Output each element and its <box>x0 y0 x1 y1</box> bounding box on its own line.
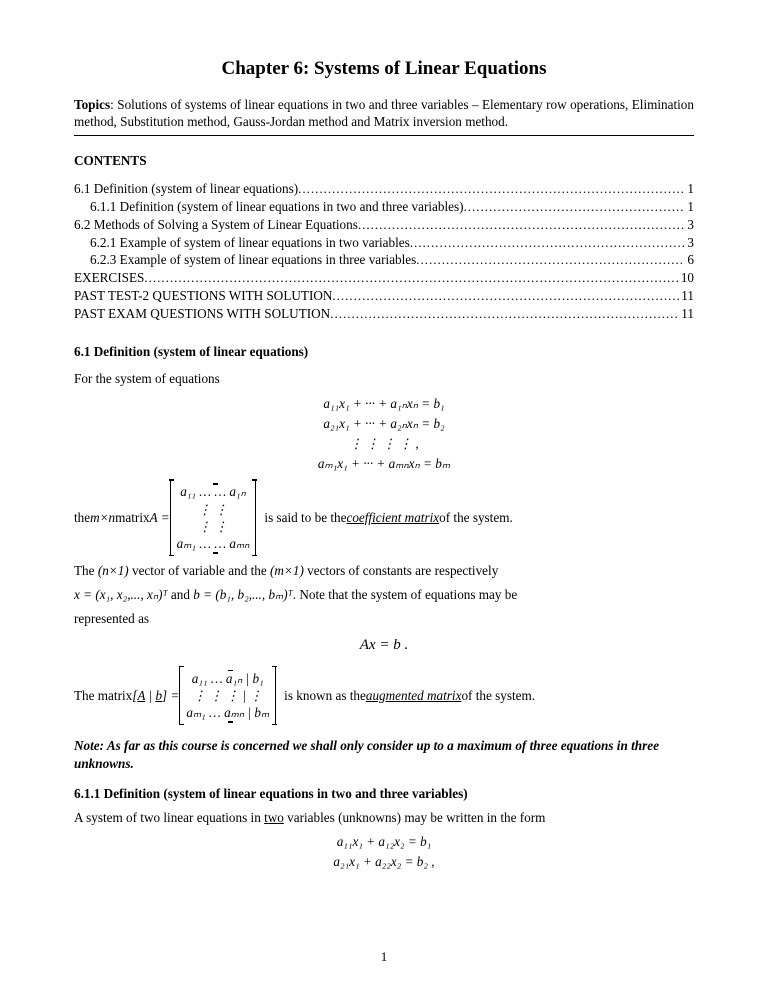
matrix-row: ⋮ ⋮ <box>177 518 250 535</box>
matrix-row: a₁₁ … … a₁ₙ <box>177 483 250 500</box>
toc-page: 11 <box>679 287 694 305</box>
page-number: 1 <box>0 948 768 966</box>
toc-text: 6.2 Methods of Solving a System of Linea… <box>74 216 358 234</box>
chapter-title: Chapter 6: Systems of Linear Equations <box>74 56 694 82</box>
section-6-1-1-heading: 6.1.1 Definition (system of linear equat… <box>74 785 694 803</box>
toc-text: 6.2.1 Example of system of linear equati… <box>90 234 410 252</box>
toc-text: EXERCISES <box>74 269 144 287</box>
matrix-prefix: the <box>74 509 90 527</box>
matrix-row: aₘ₁ … … aₘₙ <box>177 535 250 552</box>
aug-post2: of the system. <box>461 687 535 705</box>
matrix-word: matrix <box>115 509 149 527</box>
x-vector: x = (x₁, x₂,..., xₙ)ᵀ <box>74 587 168 602</box>
equation-line: ⋮ ⋮ ⋮ ⋮ , <box>74 434 694 454</box>
table-of-contents: 6.1 Definition (system of linear equatio… <box>74 180 694 323</box>
augmented-matrix-label: augmented matrix <box>366 687 462 705</box>
toc-entry: PAST EXAM QUESTIONS WITH SOLUTION 11 <box>74 305 694 323</box>
toc-dots <box>358 216 686 234</box>
course-note: Note: As far as this course is concerned… <box>74 737 694 773</box>
matrix-row: aₘ₁ … aₘₙ | bₘ <box>186 704 269 721</box>
section-6-1-intro: For the system of equations <box>74 370 694 388</box>
equation-line: a₂₁x₁ + a₂₂x₂ = b₂ , <box>74 852 694 872</box>
section-6-1-1-text: A system of two linear equations in two … <box>74 809 694 827</box>
matrix-row: ⋮ ⋮ ⋮ | ⋮ <box>186 687 269 704</box>
toc-text: 6.2.3 Example of system of linear equati… <box>90 251 416 269</box>
txt4: . Note that the system of equations may … <box>293 587 518 602</box>
txt3: vectors of constants are respectively <box>304 563 498 578</box>
matrix-row: ⋮ ⋮ <box>177 501 250 518</box>
toc-dots <box>298 180 685 198</box>
equation-line: a₁₁x₁ + ··· + a₁ₙxₙ = b₁ <box>74 394 694 414</box>
n-by-1: (n×1) <box>98 563 129 578</box>
txt: The <box>74 563 98 578</box>
vectors-paragraph-2: x = (x₁, x₂,..., xₙ)ᵀ and b = (b₁, b₂,..… <box>74 586 694 604</box>
toc-page: 6 <box>685 251 694 269</box>
topics-label: Topics <box>74 97 110 112</box>
section-6-1-heading: 6.1 Definition (system of linear equatio… <box>74 343 694 361</box>
toc-dots <box>464 198 686 216</box>
toc-page: 3 <box>685 234 694 252</box>
toc-entry: 6.1 Definition (system of linear equatio… <box>74 180 694 198</box>
toc-entry: EXERCISES 10 <box>74 269 694 287</box>
topics-body: : Solutions of systems of linear equatio… <box>74 97 694 130</box>
toc-entry: 6.2.1 Example of system of linear equati… <box>74 234 694 252</box>
toc-page: 11 <box>679 305 694 323</box>
toc-page: 1 <box>685 198 694 216</box>
toc-page: 1 <box>685 180 694 198</box>
ax-equals-b: Ax = b . <box>74 635 694 655</box>
equation-system: a₁₁x₁ + ··· + a₁ₙxₙ = b₁a₂₁x₁ + ··· + a₂… <box>74 394 694 473</box>
represented-as: represented as <box>74 610 694 628</box>
matrix-post1: is said to be the <box>264 509 346 527</box>
topics-paragraph: Topics: Solutions of systems of linear e… <box>74 96 694 132</box>
two-var-system: a₁₁x₁ + a₁₂x₂ = b₁a₂₁x₁ + a₂₂x₂ = b₂ , <box>74 832 694 872</box>
aug-symbol: [A | b] = <box>132 687 179 705</box>
toc-text: PAST TEST-2 QUESTIONS WITH SOLUTION <box>74 287 332 305</box>
toc-text: PAST EXAM QUESTIONS WITH SOLUTION <box>74 305 330 323</box>
matrix-post2: of the system. <box>439 509 513 527</box>
matrix-row: a₁₁ … a₁ₙ | b₁ <box>186 670 269 687</box>
equation-line: a₂₁x₁ + ··· + a₂ₙxₙ = b₂ <box>74 414 694 434</box>
horizontal-rule <box>74 135 694 136</box>
toc-text: 6.1.1 Definition (system of linear equat… <box>90 198 464 216</box>
coefficient-matrix-label: coefficient matrix <box>346 509 439 527</box>
toc-dots <box>330 305 679 323</box>
equation-line: aₘ₁x₁ + ··· + aₘₙxₙ = bₘ <box>74 454 694 474</box>
contents-heading: CONTENTS <box>74 152 694 170</box>
two-underline: two <box>264 810 284 825</box>
coefficient-matrix-line: the m×n matrix A = a₁₁ … … a₁ₙ⋮ ⋮⋮ ⋮aₘ₁ … <box>74 479 694 556</box>
b-vector: b = (b₁, b₂,..., bₘ)ᵀ <box>193 587 293 602</box>
matrix-A-bracket: a₁₁ … … a₁ₙ⋮ ⋮⋮ ⋮aₘ₁ … … aₘₙ <box>170 479 257 556</box>
toc-page: 3 <box>685 216 694 234</box>
aug-post1: is known as the <box>284 687 366 705</box>
document-page: Chapter 6: Systems of Linear Equations T… <box>0 0 768 994</box>
toc-text: 6.1 Definition (system of linear equatio… <box>74 180 298 198</box>
matrix-A-eq: A = <box>150 509 170 527</box>
toc-dots <box>410 234 686 252</box>
equation-line: a₁₁x₁ + a₁₂x₂ = b₁ <box>74 832 694 852</box>
toc-dots <box>416 251 685 269</box>
m-by-n: m×n <box>90 509 115 527</box>
toc-entry: 6.2.3 Example of system of linear equati… <box>74 251 694 269</box>
toc-entry: 6.1.1 Definition (system of linear equat… <box>74 198 694 216</box>
augmented-matrix-line: The matrix [A | b] = a₁₁ … a₁ₙ | b₁⋮ ⋮ ⋮… <box>74 666 694 725</box>
t1: A system of two linear equations in <box>74 810 264 825</box>
toc-entry: 6.2 Methods of Solving a System of Linea… <box>74 216 694 234</box>
and: and <box>168 587 194 602</box>
txt2: vector of variable and the <box>129 563 270 578</box>
toc-dots <box>332 287 679 305</box>
m-by-1: (m×1) <box>270 563 304 578</box>
toc-dots <box>144 269 678 287</box>
vectors-paragraph: The (n×1) vector of variable and the (m×… <box>74 562 694 580</box>
aug-prefix: The matrix <box>74 687 132 705</box>
augmented-bracket: a₁₁ … a₁ₙ | b₁⋮ ⋮ ⋮ | ⋮aₘ₁ … aₘₙ | bₘ <box>179 666 276 725</box>
toc-entry: PAST TEST-2 QUESTIONS WITH SOLUTION 11 <box>74 287 694 305</box>
toc-page: 10 <box>679 269 694 287</box>
t2: variables (unknowns) may be written in t… <box>284 810 545 825</box>
